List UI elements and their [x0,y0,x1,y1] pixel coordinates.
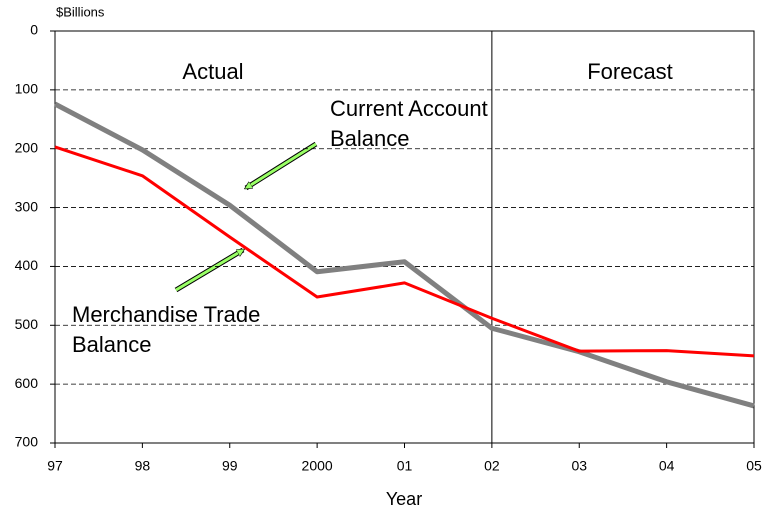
y-tick-label: 300 [15,198,39,214]
x-tick-label: 2000 [302,458,333,474]
y-tick-label: 600 [15,375,39,391]
period-label: Forecast [587,59,673,84]
arrow [175,250,243,292]
data-line [54,145,755,358]
x-tick-label: 04 [659,458,675,474]
x-tick-label: 01 [397,458,413,474]
period-label: Actual [182,59,243,84]
annotation: Current Account [330,96,488,121]
annotation: Merchandise Trade [72,302,260,327]
y-tick-label: 0 [30,22,38,38]
y-tick-label: 400 [15,257,39,273]
x-tick-label: 99 [222,458,238,474]
x-tick-label: 97 [47,458,63,474]
x-tick-label: 98 [135,458,151,474]
plot-frame [54,30,755,444]
x-tick-label: 02 [484,458,500,474]
y-tick-label: 500 [15,316,39,332]
x-tick-label: 03 [571,458,587,474]
annotation: Balance [330,126,410,151]
y-unit-label: $Billions [56,4,105,19]
arrow [246,142,317,188]
x-axis-label: Year [386,489,422,509]
annotation: Balance [72,332,152,357]
data-line [53,101,755,409]
y-tick-label: 200 [15,139,39,155]
x-tick-label: 05 [746,458,762,474]
y-tick-label: 700 [15,434,39,450]
y-tick-label: 100 [15,81,39,97]
